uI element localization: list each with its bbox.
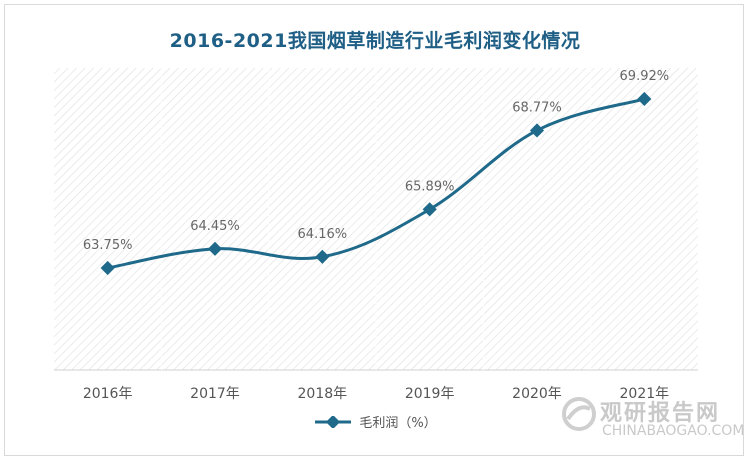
data-point (637, 91, 652, 107)
x-tick-label: 2017年 (190, 386, 240, 402)
watermark: 观研报告网 CHINABAOGAO.COM (560, 395, 745, 445)
data-label: 68.77% (512, 100, 562, 115)
data-label: 64.45% (190, 219, 240, 234)
x-tick-label: 2021年 (619, 386, 670, 402)
chart-title: 2016-2021我国烟草制造行业毛利润变化情况 (169, 30, 581, 52)
data-label: 69.92% (620, 69, 670, 84)
legend: 毛利润（%） (0, 412, 750, 431)
series-line (107, 97, 645, 270)
data-point (207, 241, 223, 256)
data-point (529, 123, 545, 138)
data-label: 63.75% (83, 238, 133, 253)
x-tick-label: 2016年 (82, 386, 133, 402)
legend-marker (315, 415, 352, 428)
x-tick-label: 2018年 (297, 386, 348, 402)
x-tick-label: 2019年 (404, 386, 455, 402)
legend-label: 毛利润（%） (359, 416, 437, 431)
x-tick-label: 2020年 (512, 386, 562, 402)
watermark-text-en: CHINABAOGAO.COM (602, 423, 745, 439)
watermark-logo-icon (562, 397, 596, 431)
data-label: 64.16% (298, 227, 348, 242)
data-point (100, 260, 115, 276)
data-point (422, 202, 437, 217)
watermark-text-cn: 观研报告网 (600, 401, 721, 426)
data-label: 65.89% (405, 179, 455, 194)
